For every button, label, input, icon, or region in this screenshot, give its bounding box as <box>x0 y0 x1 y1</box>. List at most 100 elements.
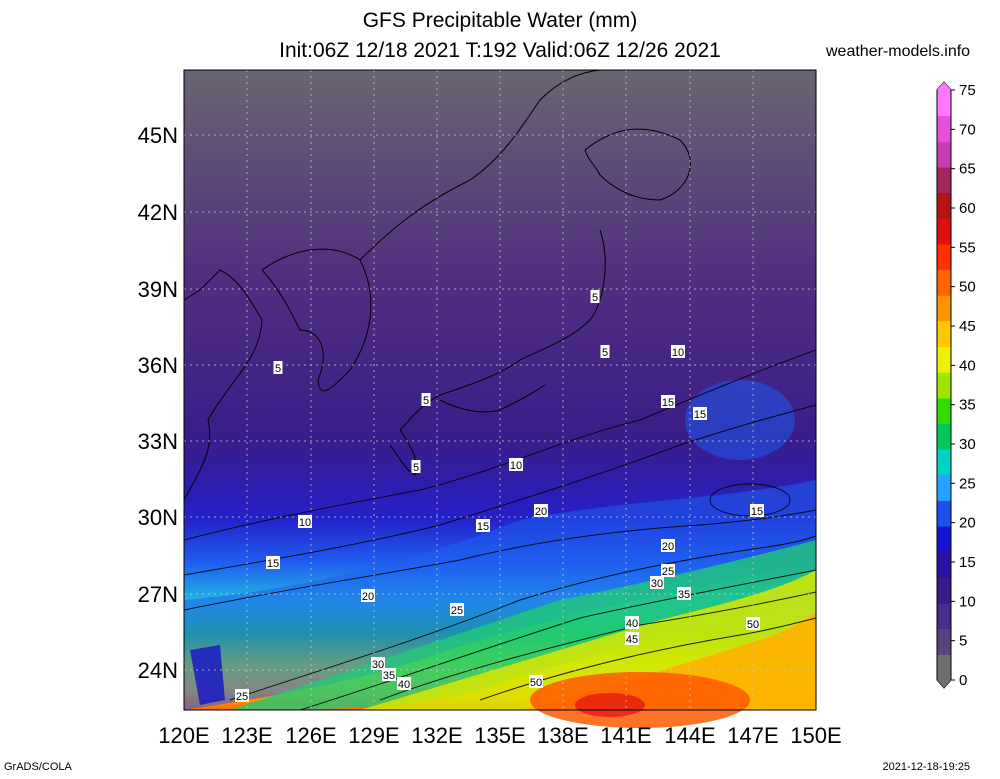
contour-label: 25 <box>236 691 248 703</box>
contour-label-box <box>529 675 543 688</box>
contour-label-box <box>677 587 691 600</box>
colorbar-swatch <box>937 320 951 348</box>
moist-band-50 <box>520 612 816 710</box>
colorbar-tick-label: 25 <box>959 475 976 492</box>
colorbar-swatch <box>937 295 951 322</box>
contour-label: 50 <box>530 677 542 689</box>
colorbar <box>936 81 952 689</box>
colorbar-swatch <box>937 628 951 655</box>
colorbar-swatch <box>937 577 951 604</box>
contour-label-box <box>450 603 464 616</box>
contour-label: 5 <box>413 462 419 474</box>
contour-label: 15 <box>477 521 489 533</box>
contour-label-box <box>625 616 639 629</box>
contour-label: 15 <box>267 558 279 570</box>
colorbar-tick-label: 30 <box>959 436 976 453</box>
lat-label: 27N <box>138 582 178 607</box>
lat-label: 30N <box>138 505 178 530</box>
contour-label-box <box>371 657 385 670</box>
moist-patch-east <box>685 380 795 460</box>
colorbar-tick-label: 20 <box>959 515 976 532</box>
colorbar-swatch <box>937 115 951 142</box>
colorbar-swatch <box>937 346 951 373</box>
map-frame <box>183 69 817 711</box>
contour-label-box <box>650 576 664 589</box>
colorbar-swatch <box>937 218 951 245</box>
contour-label-box <box>661 395 675 408</box>
contour-label: 10 <box>510 460 522 472</box>
colorbar-swatch <box>937 243 951 271</box>
contour-label: 40 <box>626 618 638 630</box>
contour-label: 15 <box>751 506 763 518</box>
colorbar-swatch <box>937 166 951 194</box>
colorbar-tick-label: 10 <box>959 593 976 610</box>
lat-label: 24N <box>138 658 178 683</box>
colorbar-tick-label: 40 <box>959 357 976 374</box>
contour-label: 20 <box>662 541 674 553</box>
footer-timestamp: 2021-12-18-19:25 <box>882 761 970 773</box>
contour-label-box <box>590 290 600 303</box>
lon-label: 150E <box>790 723 841 748</box>
contour-label-box <box>661 539 675 552</box>
contour-label-box <box>661 564 675 577</box>
contour-label: 30 <box>651 578 663 590</box>
contour-label: 10 <box>299 517 311 529</box>
contour-label: 35 <box>678 589 690 601</box>
colorbar-tick-label: 35 <box>959 397 976 414</box>
colorbar-swatch <box>937 474 951 501</box>
lon-label: 120E <box>158 723 209 748</box>
contour-label: 5 <box>275 363 281 375</box>
contour-label: 15 <box>662 397 674 409</box>
colorbar-swatch <box>937 654 951 681</box>
contour-label-box <box>600 345 610 358</box>
lat-label: 45N <box>138 123 178 148</box>
colorbar-swatch <box>937 192 951 219</box>
lon-label: 147E <box>727 723 778 748</box>
contour-label-box <box>397 677 411 690</box>
contour-label-box <box>235 689 249 702</box>
contour-label-box <box>382 668 396 681</box>
lat-label: 36N <box>138 353 178 378</box>
contour-label-box <box>411 460 421 473</box>
colorbar-swatch <box>937 372 951 399</box>
contour-label: 20 <box>535 506 547 518</box>
contour-label: 15 <box>694 409 706 421</box>
contour-label: 20 <box>362 591 374 603</box>
lon-label: 129E <box>348 723 399 748</box>
coastlines <box>183 69 691 501</box>
taiwan-moisture <box>190 645 225 705</box>
graticule <box>184 70 816 710</box>
contour-label-layer: 5555510101015151515152020202525253030353… <box>235 290 764 703</box>
contour-label-box <box>625 632 639 645</box>
colorbar-swatch <box>937 603 951 630</box>
contour-label-box <box>671 345 685 358</box>
colorbar-tick-label: 15 <box>959 554 976 571</box>
contour-label-box <box>273 361 283 374</box>
colorbar-swatch <box>937 500 951 527</box>
contour-label-box <box>693 407 707 420</box>
contour-label-box <box>421 393 431 406</box>
contour-label: 5 <box>592 292 598 304</box>
lat-label: 33N <box>138 429 178 454</box>
colorbar-swatch <box>937 397 951 424</box>
contour-label-box <box>298 515 312 528</box>
site-credit: weather-models.info <box>826 43 971 60</box>
footer-credit: GrADS/COLA <box>4 761 72 773</box>
colorbar-tick-label: 5 <box>959 633 967 650</box>
lon-label: 138E <box>537 723 588 748</box>
colorbar-swatch <box>937 551 951 578</box>
colorbar-tick-label: 70 <box>959 121 976 138</box>
lon-label: 144E <box>664 723 715 748</box>
contour-label-box <box>746 617 760 630</box>
colorbar-tick-label: 60 <box>959 200 976 217</box>
lon-label: 132E <box>411 723 462 748</box>
contour-label: 25 <box>451 605 463 617</box>
lat-label: 42N <box>138 200 178 225</box>
colorbar-tick-label: 65 <box>959 161 976 178</box>
lon-label: 141E <box>600 723 651 748</box>
colorbar-tick-label: 45 <box>959 318 976 335</box>
contour-label-box <box>534 504 548 517</box>
colorbar-swatch <box>937 423 951 450</box>
